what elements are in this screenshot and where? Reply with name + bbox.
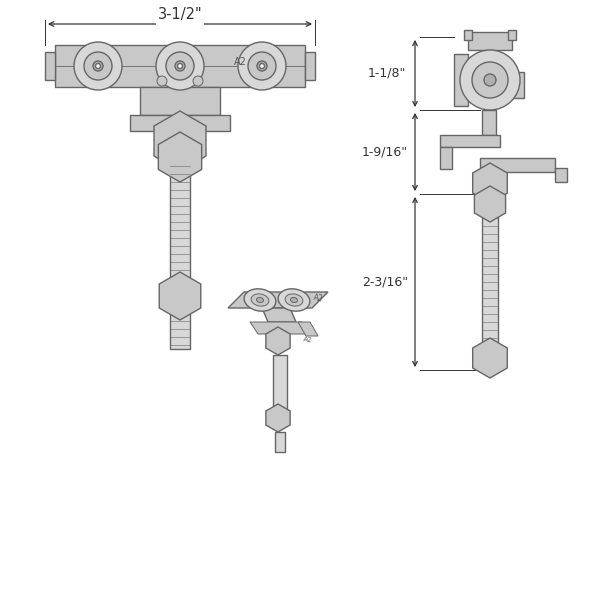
Circle shape [74, 42, 122, 90]
Bar [508, 30, 516, 40]
Text: 3-1/2": 3-1/2" [158, 7, 202, 22]
Bar [275, 432, 285, 452]
Polygon shape [262, 308, 296, 322]
Text: A2: A2 [233, 57, 247, 67]
Circle shape [95, 64, 101, 68]
Polygon shape [159, 272, 201, 320]
Circle shape [166, 52, 194, 80]
Bar [555, 168, 567, 182]
Ellipse shape [290, 298, 298, 302]
Bar [480, 158, 555, 172]
Polygon shape [228, 292, 328, 308]
Bar [170, 304, 190, 349]
Ellipse shape [244, 289, 276, 311]
Circle shape [257, 61, 267, 71]
Circle shape [175, 61, 185, 71]
Ellipse shape [285, 294, 303, 306]
Text: 1-9/16": 1-9/16" [362, 145, 408, 158]
Circle shape [157, 76, 167, 86]
Bar [440, 147, 452, 169]
Text: 2-3/16": 2-3/16" [362, 275, 408, 289]
Bar [45, 52, 55, 80]
Circle shape [238, 42, 286, 90]
Polygon shape [158, 132, 202, 182]
Circle shape [193, 76, 203, 86]
Ellipse shape [251, 294, 269, 306]
Bar [512, 72, 524, 98]
Polygon shape [473, 163, 508, 203]
Bar [468, 32, 512, 50]
Bar [140, 87, 220, 115]
Ellipse shape [278, 289, 310, 311]
Text: A2: A2 [303, 336, 313, 343]
Polygon shape [298, 322, 318, 336]
Bar [440, 135, 500, 147]
Circle shape [484, 74, 496, 86]
Circle shape [156, 42, 204, 90]
Circle shape [472, 62, 508, 98]
Bar [273, 355, 287, 410]
Bar [464, 30, 472, 40]
Polygon shape [154, 111, 206, 171]
Bar [454, 54, 468, 106]
Ellipse shape [257, 298, 263, 302]
Bar [482, 212, 498, 342]
Bar [170, 163, 190, 283]
Circle shape [84, 52, 112, 80]
Text: 1-1/8": 1-1/8" [368, 67, 406, 80]
Circle shape [248, 52, 276, 80]
Polygon shape [266, 327, 290, 355]
Bar [130, 115, 230, 131]
Text: A2: A2 [312, 293, 324, 303]
Circle shape [178, 64, 182, 68]
Polygon shape [266, 404, 290, 432]
Bar [55, 45, 305, 87]
Polygon shape [250, 322, 310, 334]
Circle shape [460, 50, 520, 110]
Circle shape [260, 64, 265, 68]
Bar [482, 110, 496, 135]
Circle shape [93, 61, 103, 71]
Bar [305, 52, 315, 80]
Polygon shape [475, 186, 506, 222]
Polygon shape [473, 338, 508, 378]
